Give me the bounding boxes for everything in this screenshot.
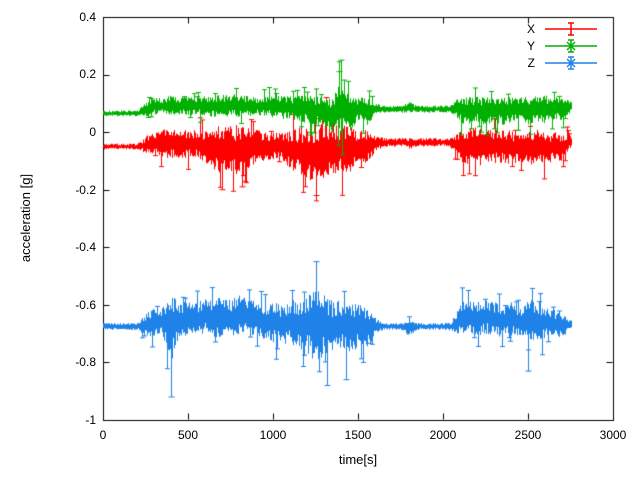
legend-label: X	[526, 22, 535, 36]
legend-label: Y	[526, 39, 535, 53]
x-tick-label: 1000	[259, 428, 287, 442]
y-tick-label: -0.8	[75, 355, 96, 369]
y-tick-label: -1	[85, 413, 96, 427]
y-tick-label: 0.2	[79, 67, 96, 81]
x-tick-label: 500	[177, 428, 199, 442]
legend-row: X	[527, 22, 598, 36]
legend-row: Y	[527, 39, 598, 53]
y-tick-label: -0.4	[75, 240, 96, 254]
y-tick-label: -0.2	[75, 183, 96, 197]
y-tick-label: -0.6	[75, 298, 96, 312]
y-tick-label: 0	[89, 125, 96, 139]
y-axis-label: acceleration [g]	[18, 173, 33, 263]
legend-sample	[545, 56, 597, 70]
x-tick-label: 2500	[514, 428, 542, 442]
legend: X Y Z	[527, 22, 598, 70]
legend-row: Z	[527, 56, 598, 70]
legend-label: Z	[527, 56, 535, 70]
x-tick-label: 2000	[429, 428, 457, 442]
y-tick-label: 0.4	[79, 10, 96, 24]
legend-sample	[545, 39, 597, 53]
x-tick-label: 0	[99, 428, 107, 442]
x-axis-label: time[s]	[338, 452, 378, 467]
x-tick-label: 3000	[599, 428, 627, 442]
legend-sample	[545, 22, 597, 36]
x-tick-label: 1500	[344, 428, 372, 442]
